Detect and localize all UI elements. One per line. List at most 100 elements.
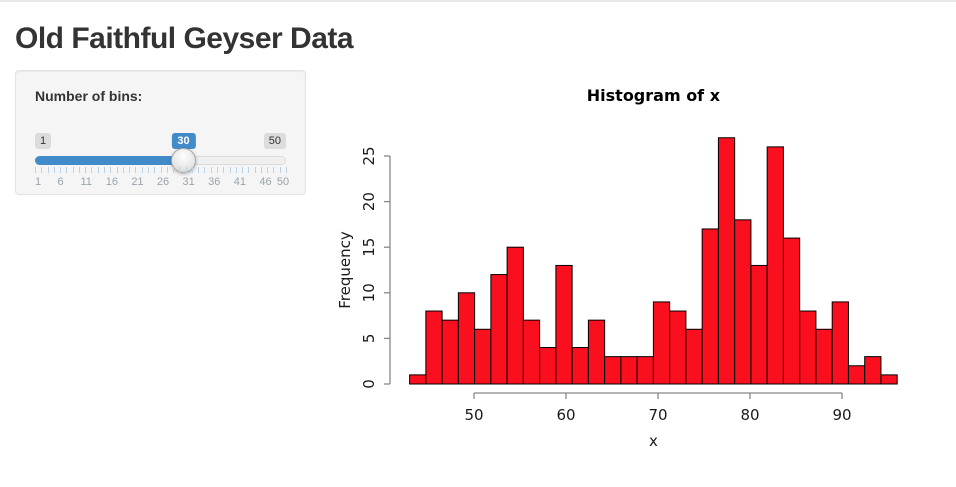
histogram-bar: [766, 146, 784, 385]
histogram-bar: [457, 292, 476, 385]
slider-grid-tick: [242, 167, 244, 173]
histogram-bar: [539, 347, 557, 385]
slider-fill: [35, 156, 184, 165]
slider-grid-tick: [66, 167, 68, 173]
slider-grid-tick: [191, 167, 193, 173]
slider-grid-tick: [235, 167, 237, 173]
histogram-bar: [490, 274, 508, 385]
y-axis-label: Frequency: [336, 231, 354, 309]
slider-grid-tick: [129, 167, 131, 173]
slider-grid-tick: [204, 167, 206, 173]
bins-control-panel: Number of bins: 1 50 30 1 6 11 16 21 26 31 36 41…: [15, 70, 306, 195]
x-axis-tick-label: 60: [556, 406, 575, 424]
slider-grid-tick: [166, 167, 168, 173]
slider-grid-tick: [53, 167, 55, 173]
slider-grid-tick: [185, 167, 187, 173]
histogram-bar: [474, 328, 492, 385]
slider-grid-tick: [110, 167, 112, 173]
slider-grid-tick: [147, 167, 149, 173]
slider-grid: 1 6 11 16 21 26 31 36 41 46 50: [34, 167, 290, 195]
x-axis-tick-label: 90: [832, 406, 851, 424]
x-axis-tick-label: 70: [648, 406, 667, 424]
slider-grid-tick: [260, 167, 262, 173]
histogram-bar: [880, 374, 898, 385]
slider-grid-tick: [85, 167, 87, 173]
slider-grid-label: 41: [233, 176, 247, 188]
slider-max-label: 50: [263, 133, 286, 150]
slider-grid-tick: [104, 167, 106, 173]
slider-grid-label: 46: [259, 176, 272, 188]
histogram-bar: [717, 137, 736, 385]
histogram-bar: [685, 328, 703, 385]
x-axis-label: x: [649, 432, 658, 450]
bins-slider-label: Number of bins:: [35, 88, 143, 104]
histogram-bar: [555, 264, 573, 385]
slider-grid-label: 16: [105, 176, 118, 188]
slider-grid-tick: [72, 167, 74, 173]
histogram-bar: [782, 237, 801, 385]
slider-grid-label: 11: [80, 176, 92, 188]
slider-grid-label: 50: [276, 176, 290, 188]
slider-grid-tick: [60, 167, 62, 173]
histogram-bar: [506, 246, 524, 385]
slider-grid-tick: [97, 167, 99, 173]
histogram-bar: [425, 310, 443, 385]
slider-grid-tick: [273, 167, 275, 173]
histogram-bar: [409, 374, 427, 385]
slider-grid-tick: [248, 167, 250, 173]
histogram-bar: [620, 356, 638, 385]
histogram-bar: [815, 328, 833, 385]
histogram-bar: [831, 301, 849, 385]
histogram-bar: [571, 347, 589, 385]
x-axis-tick-label: 50: [464, 406, 483, 424]
bins-slider: 1 50 30 1 6 11 16 21 26 31 36 41 46 50: [35, 111, 289, 188]
page-title: Old Faithful Geyser Data: [15, 22, 354, 55]
slider-grid-tick: [267, 167, 269, 173]
y-axis-tick-label: 0: [360, 379, 378, 389]
slider-grid-tick: [216, 167, 218, 173]
slider-grid-tick: [229, 167, 231, 173]
slider-handle[interactable]: [170, 148, 196, 173]
slider-grid-tick: [173, 167, 175, 173]
slider-grid-tick: [35, 167, 36, 173]
plot-title: Histogram of x: [587, 86, 721, 105]
histogram-plot-image: 50 60 70 80 90 0 5 10 15 20 25 Frequency x Histogram …: [336, 86, 898, 450]
slider-grid-label: 6: [57, 176, 64, 188]
slider-grid-tick: [47, 167, 49, 173]
slider-grid-tick: [78, 167, 80, 173]
histogram-bar: [441, 319, 459, 385]
histogram-bar: [669, 310, 687, 385]
slider-grid-label: 26: [156, 176, 170, 188]
histogram-plot: 50 60 70 80 90 0 5 10 15 20 25 Frequency x Histogram …: [330, 72, 956, 477]
slider-grid-tick: [160, 167, 162, 173]
slider-grid-tick: [41, 167, 43, 173]
y-axis-tick-label: 5: [360, 334, 378, 344]
histogram-bar: [799, 310, 817, 385]
slider-grid-label: 36: [208, 176, 221, 188]
slider-grid-tick: [254, 167, 256, 173]
x-axis-tick-label: 80: [740, 406, 759, 424]
slider-grid-tick: [210, 167, 212, 173]
slider-grid-label: 1: [34, 176, 42, 188]
y-axis-tick-label: 10: [360, 283, 378, 302]
slider-grid-tick: [91, 167, 93, 173]
slider-grid-tick: [223, 167, 225, 173]
slider-value-bubble: 30: [171, 133, 196, 150]
histogram-bar: [652, 301, 671, 385]
y-axis-tick-label: 15: [360, 238, 378, 257]
y-axis-tick-label: 25: [360, 146, 378, 165]
slider-grid-tick: [122, 167, 124, 173]
slider-grid-tick: [279, 167, 281, 173]
slider-min-label: 1: [35, 133, 52, 150]
slider-grid-tick: [154, 167, 156, 173]
slider-grid-tick: [141, 167, 143, 173]
histogram-bar: [750, 264, 768, 385]
y-axis-tick-label: 20: [360, 192, 378, 211]
slider-grid-tick: [179, 167, 181, 173]
histogram-bar: [734, 219, 752, 385]
slider-grid-tick: [135, 167, 137, 173]
slider-grid-tick: [286, 167, 287, 173]
slider-grid-label: 31: [182, 176, 195, 188]
histogram-bar: [522, 319, 541, 385]
